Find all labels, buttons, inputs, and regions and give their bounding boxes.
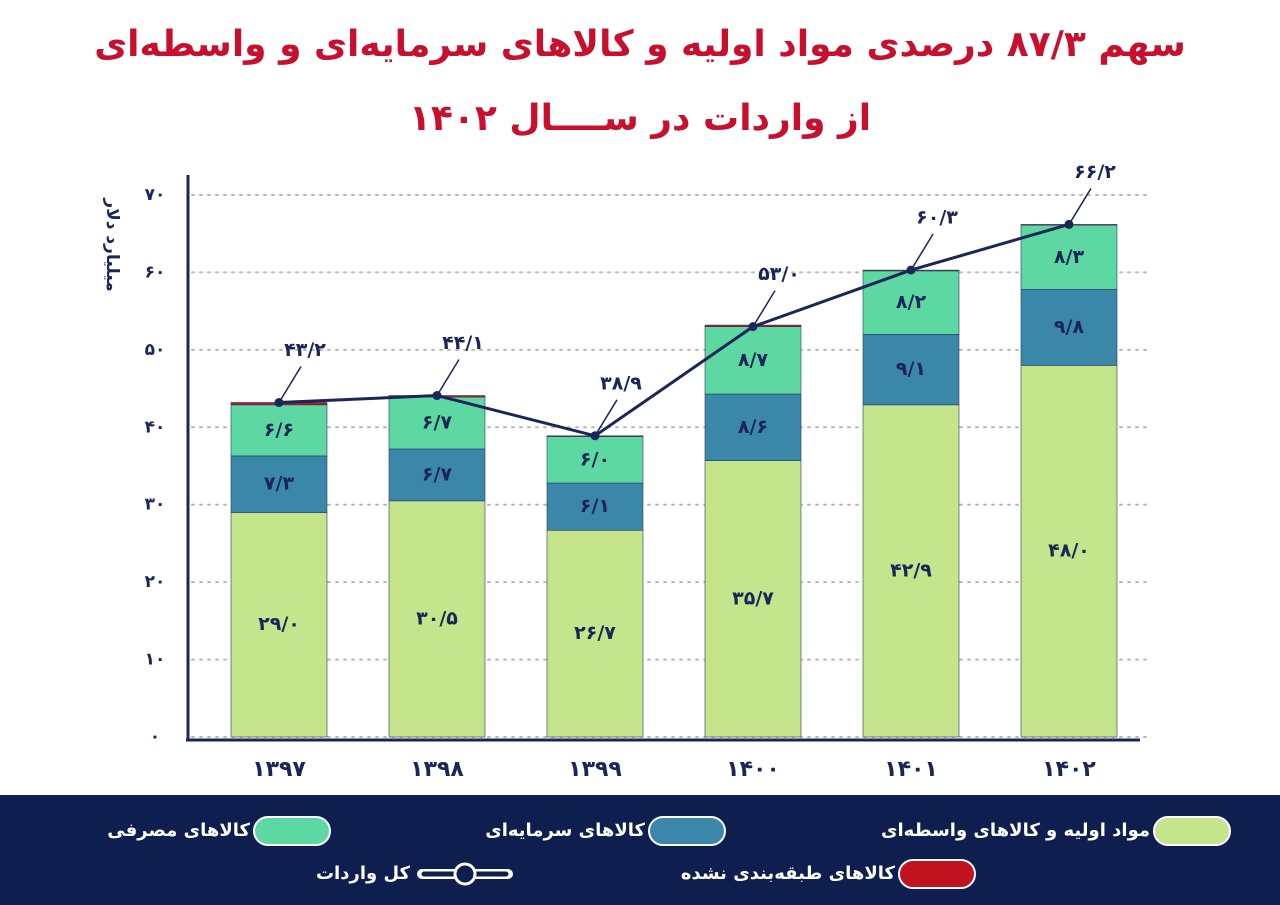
total-label: ۶۶/۲ xyxy=(1074,161,1116,183)
legend-swatch xyxy=(1153,816,1231,846)
bar-segment xyxy=(1020,224,1118,290)
legend-point xyxy=(453,862,477,886)
bar-segment xyxy=(862,404,960,738)
bar-segment xyxy=(230,404,328,457)
leader-line xyxy=(436,359,460,396)
y-tick-label: ۷۰ xyxy=(145,185,166,205)
total-label: ۴۴/۱ xyxy=(442,332,484,354)
bar-segment xyxy=(546,436,644,484)
y-tick-label: ۲۰ xyxy=(145,572,166,592)
x-tick-label: ۱۳۹۹ xyxy=(568,757,622,782)
leader-line xyxy=(594,399,618,437)
value-label: ۴۸/۰ xyxy=(1048,540,1090,562)
chart-subtitle: از واردات در ســــال ۱۴۰۲ xyxy=(409,98,871,139)
x-tick-label: ۱۴۰۲ xyxy=(1042,757,1096,782)
total-label: ۳۸/۹ xyxy=(600,372,642,394)
y-tick-label: ۳۰ xyxy=(145,495,166,515)
bar-segment xyxy=(230,512,328,738)
leader-line xyxy=(752,290,776,328)
legend-label: کالاهای مصرفی xyxy=(107,820,250,841)
value-label: ۳۵/۷ xyxy=(732,587,774,609)
x-tick-label: ۱۳۹۸ xyxy=(410,757,464,782)
leader-line xyxy=(910,233,934,271)
leader-line xyxy=(278,366,302,403)
leader-line xyxy=(1068,188,1092,225)
legend-swatch xyxy=(648,816,726,846)
y-tick-label: ۶۰ xyxy=(145,262,166,282)
value-label: ۸/۶ xyxy=(738,416,768,438)
legend-swatch xyxy=(253,816,331,846)
total-point xyxy=(432,391,442,401)
x-tick-label: ۱۴۰۰ xyxy=(726,757,780,782)
value-label: ۳۰/۵ xyxy=(416,607,458,629)
value-label: ۶/۱ xyxy=(580,495,610,517)
value-label: ۸/۲ xyxy=(896,291,927,313)
bar-segment xyxy=(1020,289,1118,366)
bar-segment xyxy=(1020,365,1118,738)
legend-label: کل واردات xyxy=(316,863,411,884)
bar-segment xyxy=(704,326,802,395)
total-point xyxy=(274,398,284,408)
bar-segment xyxy=(546,482,644,531)
legend-label: کالاهای طبقه‌بندی نشده xyxy=(681,863,896,884)
value-label: ۶/۷ xyxy=(422,412,453,434)
total-point xyxy=(1064,219,1074,229)
bar-segment xyxy=(388,448,486,502)
value-label: ۶/۷ xyxy=(422,463,453,485)
value-label: ۹/۸ xyxy=(1054,316,1085,338)
total-label: ۵۳/۰ xyxy=(758,263,800,285)
value-label: ۷/۳ xyxy=(264,473,295,495)
y-tick-label: ۴۰ xyxy=(145,417,166,437)
total-line xyxy=(278,222,1070,438)
total-point xyxy=(590,431,600,441)
legend-background xyxy=(0,795,1280,905)
bar-segment xyxy=(704,460,802,738)
bar-segment xyxy=(862,334,960,406)
value-label: ۸/۳ xyxy=(1054,246,1085,268)
x-tick-label: ۱۳۹۷ xyxy=(252,757,306,782)
total-point xyxy=(748,322,758,332)
y-tick-label: ۱۰ xyxy=(145,650,166,670)
y-tick-label: ۰ xyxy=(150,727,160,747)
value-label: ۹/۱ xyxy=(896,358,926,380)
bar-segment xyxy=(388,396,486,450)
value-label: ۶/۰ xyxy=(580,448,610,470)
legend-label: کالاهای سرمایه‌ای xyxy=(485,820,645,841)
value-label: ۲۹/۰ xyxy=(258,613,300,635)
value-label: ۴۲/۹ xyxy=(890,559,932,581)
chart-title: سهم ۸۷/۳ درصدی مواد اولیه و کالاهای سرما… xyxy=(94,24,1186,65)
legend-label: مواد اولیه و کالاهای واسطه‌ای xyxy=(881,820,1150,841)
value-label: ۶/۶ xyxy=(264,419,294,441)
value-label: ۸/۷ xyxy=(738,349,769,371)
x-tick-label: ۱۴۰۱ xyxy=(884,757,938,782)
y-tick-label: ۵۰ xyxy=(145,340,166,360)
bar-segment xyxy=(704,393,802,461)
value-label: ۲۶/۷ xyxy=(574,622,616,644)
bar-segment xyxy=(230,455,328,513)
bar-segment xyxy=(388,500,486,738)
legend-swatch xyxy=(898,859,976,889)
total-label: ۴۳/۲ xyxy=(284,339,326,361)
total-label: ۶۰/۳ xyxy=(916,207,958,229)
y-axis-label: میلیارد دلار xyxy=(102,197,122,291)
total-point xyxy=(906,265,916,275)
